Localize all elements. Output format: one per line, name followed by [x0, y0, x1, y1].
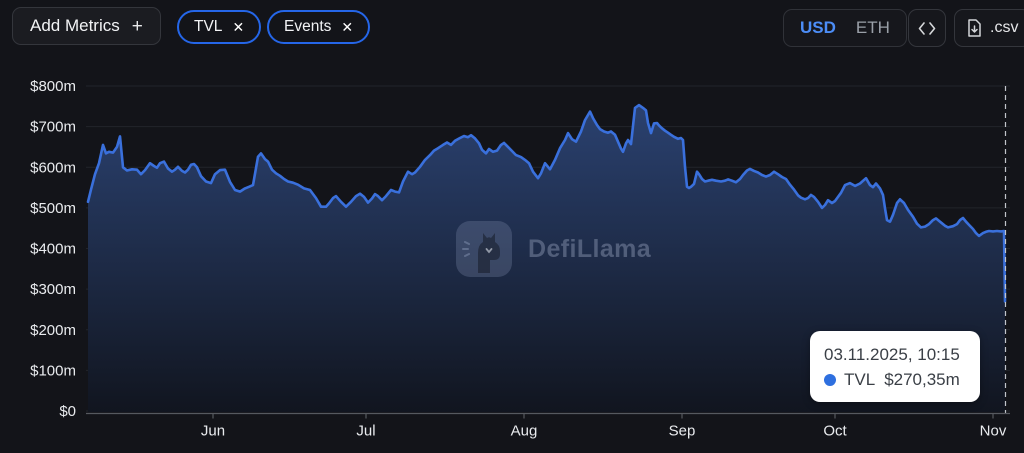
axis-labels: $800m $700m $600m $500m $400m $300m $200m $100m…	[30, 78, 1007, 440]
metric-chip-events[interactable]: Events ✕	[267, 10, 371, 44]
close-icon[interactable]: ✕	[232, 19, 245, 35]
series-dot-icon	[824, 373, 836, 386]
x-tick-label: Sep	[669, 423, 696, 440]
x-tick-label: Nov	[980, 423, 1007, 440]
csv-label: .csv	[990, 19, 1019, 36]
currency-toggle: USD ETH	[783, 9, 907, 47]
area-fill	[88, 105, 1005, 412]
y-tick-label: $100m	[30, 362, 76, 379]
tvl-area	[88, 105, 1005, 412]
tvl-line-series	[86, 103, 1007, 303]
tooltip-series-value: $270,35m	[884, 370, 960, 389]
metric-chip-tvl[interactable]: TVL ✕	[177, 10, 262, 44]
y-tick-label: $800m	[30, 78, 76, 95]
tooltip-datetime: 03.11.2025, 10:15	[824, 345, 960, 364]
embed-code-button[interactable]	[908, 9, 946, 47]
tvl-line	[86, 103, 1007, 303]
y-tick-label: $400m	[30, 241, 76, 258]
close-icon[interactable]: ✕	[341, 19, 354, 35]
x-tick-label: Jul	[356, 423, 375, 440]
y-tick-label: $500m	[30, 200, 76, 217]
file-download-icon	[968, 19, 981, 37]
chip-label: Events	[284, 18, 332, 35]
y-tick-label: $700m	[30, 119, 76, 136]
currency-option-eth[interactable]: ETH	[855, 18, 890, 37]
x-tick-label: Oct	[823, 423, 847, 440]
currency-option-usd[interactable]: USD	[800, 18, 836, 37]
y-tick-label: $200m	[30, 322, 76, 339]
y-tick-label: $0	[59, 403, 76, 420]
x-tick-label: Aug	[511, 423, 538, 440]
tooltip-series-name: TVL	[844, 370, 876, 389]
x-axis	[86, 412, 1010, 419]
add-metrics-button[interactable]: Add Metrics +	[12, 7, 161, 45]
y-tick-label: $600m	[30, 159, 76, 176]
add-metrics-label: Add Metrics	[30, 16, 120, 35]
chip-label: TVL	[194, 18, 223, 35]
y-tick-label: $300m	[30, 281, 76, 298]
chart-tooltip: 03.11.2025, 10:15 TVL $270,35m	[810, 331, 980, 402]
x-tick-label: Jun	[201, 423, 225, 440]
plus-icon: +	[131, 15, 143, 37]
code-icon	[918, 21, 936, 35]
download-csv-button[interactable]: .csv	[954, 9, 1024, 47]
